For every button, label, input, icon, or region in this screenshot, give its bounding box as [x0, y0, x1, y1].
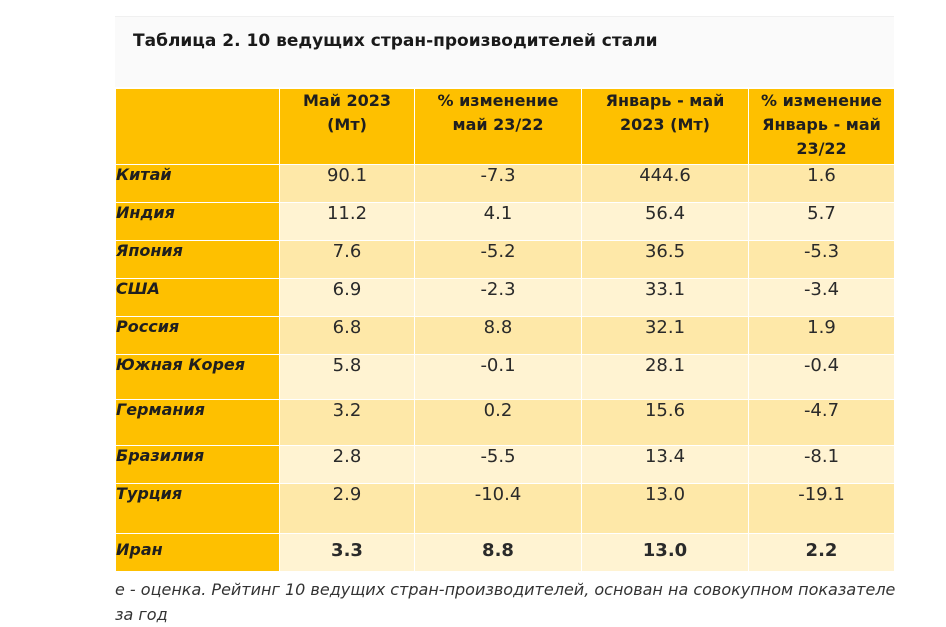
jan-may-change-cell: -19.1 — [748, 483, 895, 534]
may-change-cell: 8.8 — [414, 533, 582, 572]
country-cell: Япония — [115, 240, 280, 279]
steel-producers-table: Май 2023 (Мт) % изменение май 23/22 Янва… — [115, 88, 895, 572]
jan-may-change-cell: 1.9 — [748, 316, 895, 355]
jan-may-change-cell: -0.4 — [748, 354, 895, 400]
may-change-cell: -2.3 — [414, 278, 582, 317]
table-row: Китай 90.1 -7.3 444.6 1.6 — [115, 164, 895, 203]
table-title-band: Таблица 2. 10 ведущих стран-производител… — [115, 16, 894, 87]
may-change-cell: -10.4 — [414, 483, 582, 534]
header-may-change: % изменение май 23/22 — [414, 88, 582, 165]
jan-may-change-cell: 1.6 — [748, 164, 895, 203]
jan-may-change-cell: 2.2 — [748, 533, 895, 572]
jan-may-change-cell: -5.3 — [748, 240, 895, 279]
country-cell: Южная Корея — [115, 354, 280, 400]
may-change-cell: -0.1 — [414, 354, 582, 400]
may-cell: 2.9 — [279, 483, 415, 534]
table-row: Япония 7.6 -5.2 36.5 -5.3 — [115, 240, 895, 279]
jan-may-change-cell: -3.4 — [748, 278, 895, 317]
jan-may-change-cell: -4.7 — [748, 399, 895, 446]
jan-may-cell: 15.6 — [581, 399, 749, 446]
may-cell: 7.6 — [279, 240, 415, 279]
table-footnote: е - оценка. Рейтинг 10 ведущих стран-про… — [115, 580, 896, 624]
jan-may-cell: 444.6 — [581, 164, 749, 203]
jan-may-cell: 13.0 — [581, 533, 749, 572]
header-may-change-line2: май 23/22 — [452, 115, 544, 134]
header-jan-may-line1: Январь - май — [605, 91, 725, 110]
header-country — [115, 88, 280, 165]
country-cell: Турция — [115, 483, 280, 534]
country-cell: Бразилия — [115, 445, 280, 484]
table-row: Бразилия 2.8 -5.5 13.4 -8.1 — [115, 445, 895, 484]
country-cell: США — [115, 278, 280, 317]
may-change-cell: -5.2 — [414, 240, 582, 279]
table-header-row: Май 2023 (Мт) % изменение май 23/22 Янва… — [115, 88, 895, 165]
header-may-2023-line1: Май 2023 — [302, 91, 392, 110]
jan-may-cell: 56.4 — [581, 202, 749, 241]
table-row: Южная Корея 5.8 -0.1 28.1 -0.4 — [115, 354, 895, 400]
may-cell: 6.8 — [279, 316, 415, 355]
header-jan-may-change-line3: 23/22 — [796, 139, 847, 158]
table-row: США 6.9 -2.3 33.1 -3.4 — [115, 278, 895, 317]
jan-may-change-cell: 5.7 — [748, 202, 895, 241]
may-change-cell: -5.5 — [414, 445, 582, 484]
table-row: Иран 3.3 8.8 13.0 2.2 — [115, 533, 895, 572]
jan-may-cell: 13.4 — [581, 445, 749, 484]
jan-may-cell: 13.0 — [581, 483, 749, 534]
header-jan-may-change-line2: Январь - май — [762, 115, 881, 134]
header-jan-may-change-line1: % изменение — [760, 91, 883, 110]
country-cell: Россия — [115, 316, 280, 355]
header-jan-may: Январь - май 2023 (Мт) — [581, 88, 749, 165]
table-row: Турция 2.9 -10.4 13.0 -19.1 — [115, 483, 895, 534]
country-cell: Индия — [115, 202, 280, 241]
may-cell: 6.9 — [279, 278, 415, 317]
jan-may-cell: 33.1 — [581, 278, 749, 317]
jan-may-change-cell: -8.1 — [748, 445, 895, 484]
may-cell: 11.2 — [279, 202, 415, 241]
header-may-2023-line2: (Мт) — [327, 115, 367, 134]
may-cell: 3.2 — [279, 399, 415, 446]
table-row: Россия 6.8 8.8 32.1 1.9 — [115, 316, 895, 355]
may-cell: 3.3 — [279, 533, 415, 572]
jan-may-cell: 36.5 — [581, 240, 749, 279]
may-change-cell: -7.3 — [414, 164, 582, 203]
table-title: Таблица 2. 10 ведущих стран-производител… — [133, 31, 658, 51]
table-row: Германия 3.2 0.2 15.6 -4.7 — [115, 399, 895, 446]
may-change-cell: 4.1 — [414, 202, 582, 241]
header-may-change-line1: % изменение — [437, 91, 559, 110]
jan-may-cell: 32.1 — [581, 316, 749, 355]
country-cell: Китай — [115, 164, 280, 203]
table-row: Индия 11.2 4.1 56.4 5.7 — [115, 202, 895, 241]
may-cell: 5.8 — [279, 354, 415, 400]
jan-may-cell: 28.1 — [581, 354, 749, 400]
header-jan-may-change: % изменение Январь - май 23/22 — [748, 88, 895, 165]
may-change-cell: 0.2 — [414, 399, 582, 446]
country-cell: Иран — [115, 533, 280, 572]
may-cell: 90.1 — [279, 164, 415, 203]
header-may-2023: Май 2023 (Мт) — [279, 88, 415, 165]
may-change-cell: 8.8 — [414, 316, 582, 355]
may-cell: 2.8 — [279, 445, 415, 484]
header-jan-may-line2: 2023 (Мт) — [620, 115, 710, 134]
country-cell: Германия — [115, 399, 280, 446]
